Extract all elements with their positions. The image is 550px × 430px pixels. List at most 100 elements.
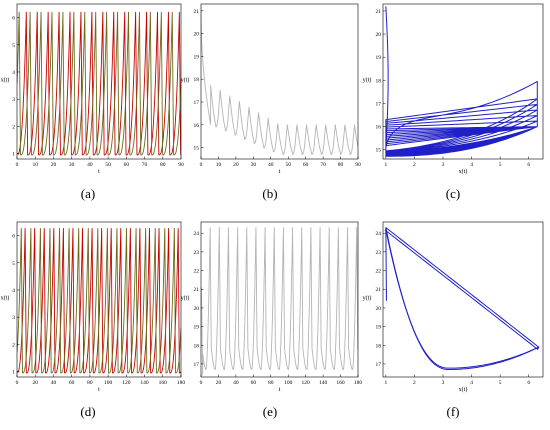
y-tick-label-d-1: 2 [12,342,15,348]
x-tick-label-a-2: 20 [51,162,57,168]
panel-a: 0 10 20 30 40 50 60 70 80 90 1 2 3 4 5 6 t x(t) [1,3,184,175]
x-tick-label-e-6: 120 [302,380,311,386]
y-tick-label-f-3: 20 [376,306,382,312]
x-tick-label-f-5: 6 [527,380,530,386]
panel-e: 0 20 40 60 80 100 120 140 160 180 17 18 19 20 21 22 23 24… [181,221,362,393]
y-tick-label-c-3: 18 [376,78,382,84]
y-tick-label-f-0: 17 [376,362,382,368]
y-axis-label-f: y(t) [363,295,372,302]
x-tick-label-e-3: 60 [251,380,257,386]
x-tick-label-f-4: 5 [499,380,502,386]
plot-frame-e [200,221,359,378]
x-tick-label-d-5: 100 [104,380,113,386]
y-tick-label-c-5: 20 [376,32,382,38]
y-tick-label-e-7: 24 [194,231,200,237]
x-axis-label-f: x(t) [459,386,468,393]
plot-frame-b [200,3,359,160]
y-tick-label-d-3: 4 [12,288,15,294]
x-tick-label-a-1: 10 [32,162,38,168]
x-tick-label-c-0: 1 [384,162,387,168]
x-tick-label-a-9: 90 [178,162,184,168]
caption-e: (e) [262,404,278,419]
x-tick-label-b-0: 0 [200,162,203,168]
series-group-e [201,227,358,376]
series-group-b [201,6,358,155]
y-axis-label-a: x(t) [1,77,10,84]
y-tick-label-d-5: 6 [12,234,15,240]
x-tick-label-e-5: 100 [284,380,293,386]
y-tick-label-f-5: 22 [376,269,382,275]
y-axis-label-b: y(t) [181,77,190,84]
panel-b: 0 10 20 30 40 50 60 70 80 90 15 16 17 18 19 20 21 t y(t) [181,3,361,175]
y-tick-label-e-6: 23 [194,250,200,256]
series-line-f-0-1 [384,229,540,369]
y-tick-label-b-5: 20 [194,32,200,38]
plot-frame-f [382,221,544,378]
y-tick-label-e-3: 20 [194,306,200,312]
x-tick-label-b-7: 70 [320,162,326,168]
x-tick-label-a-6: 60 [124,162,130,168]
x-tick-label-f-2: 3 [442,380,445,386]
y-tick-label-c-4: 19 [376,55,382,61]
y-axis-label-e: y(t) [181,295,190,302]
x-tick-label-b-8: 80 [338,162,344,168]
panel-d: 0 20 40 60 80 100 120 140 160 180 1 2 3 4 5 6 t x(t) [1,221,186,393]
y-tick-label-b-2: 17 [194,100,200,106]
series-group-f [384,227,540,371]
y-tick-label-f-6: 23 [376,250,382,256]
x-axis-label-a: t [98,169,100,175]
caption-c: (c) [445,186,461,201]
y-tick-label-e-2: 19 [194,325,200,331]
x-tick-label-a-5: 50 [105,162,111,168]
x-axis-label-b: t [279,169,281,175]
x-tick-label-c-1: 2 [413,162,416,168]
series-group-a [17,11,181,156]
x-tick-label-a-4: 40 [87,162,93,168]
series-line-d-1-0 [17,228,181,374]
x-tick-label-d-9: 180 [177,380,186,386]
x-tick-label-f-0: 1 [384,380,387,386]
x-tick-label-e-8: 160 [336,380,345,386]
x-tick-label-f-1: 2 [413,380,416,386]
caption-f: (f) [446,404,460,419]
x-tick-label-a-3: 30 [69,162,75,168]
x-tick-label-d-1: 20 [32,380,38,386]
x-tick-label-d-7: 140 [140,380,149,386]
x-tick-label-b-9: 90 [355,162,361,168]
x-tick-label-e-0: 0 [200,380,203,386]
y-tick-label-b-1: 16 [194,123,200,129]
plot-frame-d [16,221,182,378]
x-tick-label-d-3: 60 [69,380,75,386]
y-tick-label-b-6: 21 [194,9,200,15]
plot-frame-c [382,3,544,160]
y-tick-label-e-5: 22 [194,269,200,275]
y-tick-label-d-4: 5 [12,261,15,267]
y-tick-label-f-7: 24 [376,231,382,237]
x-tick-label-d-0: 0 [16,380,19,386]
x-axis-label-e: t [279,387,281,393]
y-tick-label-f-4: 21 [376,287,382,293]
y-tick-label-a-3: 4 [12,70,15,76]
y-tick-label-b-3: 18 [194,77,200,83]
y-tick-label-f-1: 18 [376,343,382,349]
x-tick-label-c-4: 5 [499,162,502,168]
x-tick-label-d-6: 120 [122,380,131,386]
y-tick-label-a-4: 5 [12,43,15,49]
series-line-e-0-0 [201,227,358,376]
y-tick-label-e-4: 21 [194,287,200,293]
y-tick-label-a-1: 2 [12,124,15,130]
caption-b: (b) [262,186,278,201]
series-line-f-0-0 [385,227,540,371]
plot-frame-a [16,3,182,160]
y-tick-label-a-0: 1 [12,152,15,158]
y-tick-label-c-2: 17 [376,101,382,107]
x-tick-label-d-2: 40 [51,380,57,386]
y-tick-label-d-0: 1 [12,370,15,376]
x-tick-label-e-7: 140 [319,380,328,386]
y-tick-label-b-0: 15 [194,146,200,152]
x-tick-label-c-2: 3 [442,162,445,168]
y-tick-label-c-6: 21 [376,9,382,15]
